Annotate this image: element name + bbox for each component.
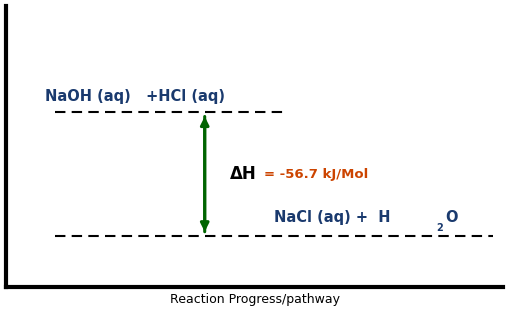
Text: ΔH: ΔH bbox=[230, 165, 257, 183]
Text: O: O bbox=[445, 210, 458, 225]
Text: NaCl (aq) +  H: NaCl (aq) + H bbox=[274, 210, 391, 225]
Text: = -56.7 kJ/Mol: = -56.7 kJ/Mol bbox=[265, 168, 369, 181]
Text: 2: 2 bbox=[436, 223, 443, 233]
Text: NaOH (aq)   +HCl (aq): NaOH (aq) +HCl (aq) bbox=[45, 89, 225, 104]
X-axis label: Reaction Progress/pathway: Reaction Progress/pathway bbox=[169, 294, 340, 306]
